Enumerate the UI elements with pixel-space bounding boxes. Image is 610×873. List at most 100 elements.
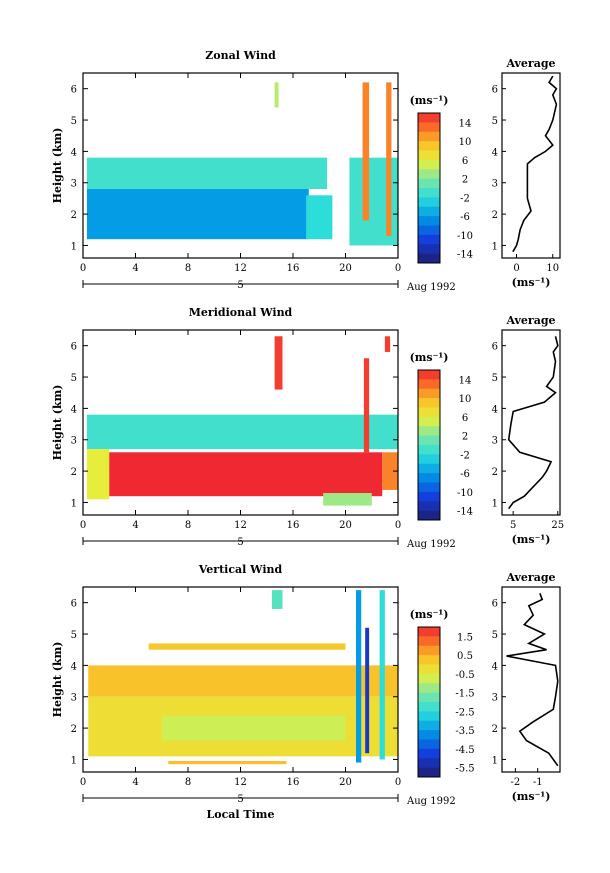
colorbar-frame [417, 112, 441, 264]
average-y-tick-label: 6 [492, 342, 498, 353]
x-tick-label: 12 [234, 520, 247, 531]
colorbar-swatch [418, 388, 440, 399]
colorbar-tick-label: -2 [460, 450, 470, 461]
colorbar-tick-label: -1.5 [455, 689, 474, 700]
y-axis-label: Height (km) [51, 642, 64, 718]
colorbar-swatch [418, 445, 440, 455]
day-label: 5 [237, 537, 243, 548]
average-y-tick-label: 5 [492, 116, 498, 127]
colorbar-swatch [418, 730, 440, 740]
colorbar-swatch [418, 645, 440, 656]
data-layer-2 [109, 452, 383, 497]
x-tick-label: 20 [339, 263, 352, 274]
colorbar-tick-label: -2.5 [455, 707, 474, 718]
colorbar-swatch [418, 720, 440, 731]
average-x-tick-label: 0 [513, 263, 519, 274]
colorbar-swatch [418, 370, 440, 380]
colorbar-swatch [418, 454, 440, 465]
colorbar-tick-label: 6 [462, 413, 468, 424]
colorbar-swatch [418, 216, 440, 226]
colorbar-swatch [418, 664, 440, 675]
x-tick-label: 8 [185, 777, 191, 788]
colorbar-swatch [418, 379, 440, 390]
colorbar-tick-label: 1.5 [457, 632, 473, 643]
average-y-tick-label: 2 [492, 210, 498, 221]
colorbar-swatch [418, 435, 440, 446]
data-layer-0 [88, 665, 398, 697]
colorbar-swatch [418, 463, 440, 474]
colorbar-tick-label: 2 [462, 432, 468, 443]
average-x-tick-label: 5 [510, 520, 516, 531]
y-axis-label: Height (km) [51, 128, 64, 204]
colorbar-tick-label: -10 [457, 488, 473, 499]
average-y-tick-label: 4 [492, 404, 498, 415]
average-profile-line [507, 336, 559, 510]
colorbar-tick-label: 10 [459, 137, 472, 148]
x-axis-label: Local Time [207, 808, 275, 821]
colorbar-tick-label: -6 [460, 469, 470, 480]
data-layer-4 [362, 82, 370, 221]
colorbar-unit: (ms⁻¹) [410, 351, 449, 364]
colorbar-swatch [418, 398, 440, 408]
colorbar-tick-label: 2 [462, 175, 468, 186]
colorbar-swatch [418, 673, 440, 684]
colorbar-frame [417, 369, 441, 521]
average-title: Average [505, 314, 555, 327]
average-y-tick-label: 6 [492, 599, 498, 610]
x-tick-label: 16 [287, 520, 300, 531]
x-tick-label: 12 [234, 777, 247, 788]
colorbar-swatch [418, 244, 440, 255]
colorbar-frame [417, 626, 441, 778]
colorbar-swatch [418, 510, 440, 521]
day-label: 5 [237, 280, 243, 291]
colorbar-swatch [418, 159, 440, 170]
colorbar-swatch [418, 234, 440, 245]
colorbar-tick-label: -4.5 [455, 745, 474, 756]
data-layer-6 [365, 627, 370, 754]
colorbar-swatch [418, 197, 440, 208]
x-tick-label: 0 [395, 520, 401, 531]
colorbar-swatch [418, 206, 440, 217]
data-layer-0 [86, 414, 398, 450]
average-title: Average [505, 57, 555, 70]
date-label: Aug 1992 [406, 282, 456, 293]
average-y-tick-label: 5 [492, 630, 498, 641]
average-y-tick-label: 3 [492, 179, 498, 190]
data-layer-4 [382, 452, 398, 490]
average-title: Average [505, 571, 555, 584]
x-tick-label: 16 [287, 263, 300, 274]
colorbar-swatch [418, 767, 440, 778]
x-tick-label: 4 [132, 520, 138, 531]
colorbar-tick-label: -3.5 [455, 726, 474, 737]
colorbar-tick-label: -0.5 [455, 670, 474, 681]
colorbar-swatch [418, 169, 440, 180]
average-frame [501, 72, 561, 259]
average-profile-line [512, 75, 558, 253]
average-y-tick-label: 2 [492, 467, 498, 478]
average-y-tick-label: 2 [492, 724, 498, 735]
colorbar-tick-label: -10 [457, 231, 473, 242]
colorbar-swatch [418, 122, 440, 133]
colorbar-swatch [418, 426, 440, 437]
colorbar-swatch [418, 150, 440, 161]
y-tick-label: 5 [71, 630, 77, 641]
colorbar-swatch [418, 692, 440, 703]
colorbar-swatch [418, 141, 440, 151]
colorbar-tick-label: -6 [460, 212, 470, 223]
y-tick-label: 4 [71, 147, 77, 158]
colorbar-swatch [418, 113, 440, 123]
y-tick-label: 6 [71, 85, 77, 96]
average-x-tick-label: -1 [533, 777, 543, 788]
average-y-tick-label: 1 [492, 498, 498, 509]
colorbar-swatch [418, 748, 440, 759]
colorbar-swatch [418, 627, 440, 637]
y-tick-label: 4 [71, 661, 77, 672]
colorbar-swatch [418, 225, 440, 236]
x-tick-label: 4 [132, 777, 138, 788]
data-layer-7 [384, 336, 391, 352]
data-layer-3 [148, 643, 346, 650]
x-tick-label: 20 [339, 777, 352, 788]
